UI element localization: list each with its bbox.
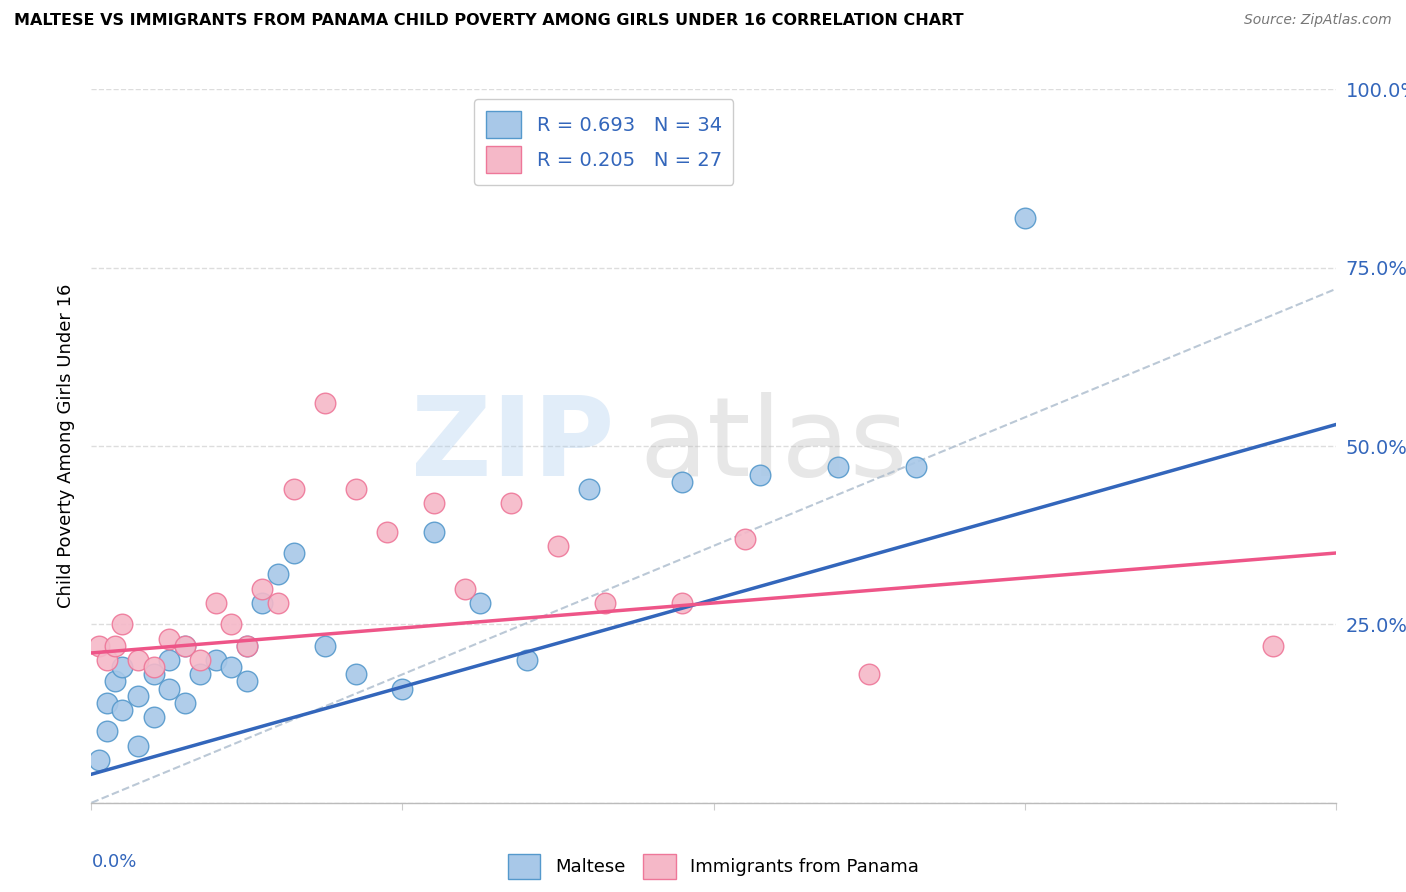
Point [453,582,475,596]
Point [267,596,290,610]
Point [221,617,243,632]
Point [858,667,880,681]
Point [391,681,413,696]
Point [267,567,290,582]
Text: 0.0%: 0.0% [91,853,136,871]
Point [111,660,134,674]
Point [142,660,165,674]
Point [236,639,259,653]
Point [127,689,149,703]
Point [422,496,444,510]
Point [1014,211,1036,225]
Y-axis label: Child Poverty Among Girls Under 16: Child Poverty Among Girls Under 16 [56,284,75,608]
Point [173,639,195,653]
Point [89,639,111,653]
Point [104,639,127,653]
Point [96,653,118,667]
Point [188,667,211,681]
Point [283,482,305,496]
Point [827,460,849,475]
Point [111,703,134,717]
Point [375,524,398,539]
Point [344,667,367,681]
Point [205,653,228,667]
Point [188,653,211,667]
Point [252,582,274,596]
Point [205,596,228,610]
Point [734,532,756,546]
Point [104,674,127,689]
Point [671,596,693,610]
Point [252,596,274,610]
Point [127,653,149,667]
Point [157,653,180,667]
Point [422,524,444,539]
Text: MALTESE VS IMMIGRANTS FROM PANAMA CHILD POVERTY AMONG GIRLS UNDER 16 CORRELATION: MALTESE VS IMMIGRANTS FROM PANAMA CHILD … [14,13,963,29]
Point [749,467,772,482]
Point [671,475,693,489]
Point [142,710,165,724]
Point [127,739,149,753]
Point [516,653,538,667]
Point [904,460,927,475]
Point [593,596,616,610]
Point [173,639,195,653]
Point [470,596,492,610]
Text: ZIP: ZIP [411,392,614,500]
Legend: Maltese, Immigrants from Panama: Maltese, Immigrants from Panama [501,847,927,887]
Point [344,482,367,496]
Point [89,753,111,767]
Point [314,396,336,410]
Point [283,546,305,560]
Point [96,696,118,710]
Point [157,681,180,696]
Point [157,632,180,646]
Point [236,674,259,689]
Point [111,617,134,632]
Point [142,667,165,681]
Point [578,482,600,496]
Point [501,496,523,510]
Point [96,724,118,739]
Point [236,639,259,653]
Point [547,539,569,553]
Text: Source: ZipAtlas.com: Source: ZipAtlas.com [1244,13,1392,28]
Point [314,639,336,653]
Text: atlas: atlas [638,392,907,500]
Point [173,696,195,710]
Point [221,660,243,674]
Point [1263,639,1285,653]
